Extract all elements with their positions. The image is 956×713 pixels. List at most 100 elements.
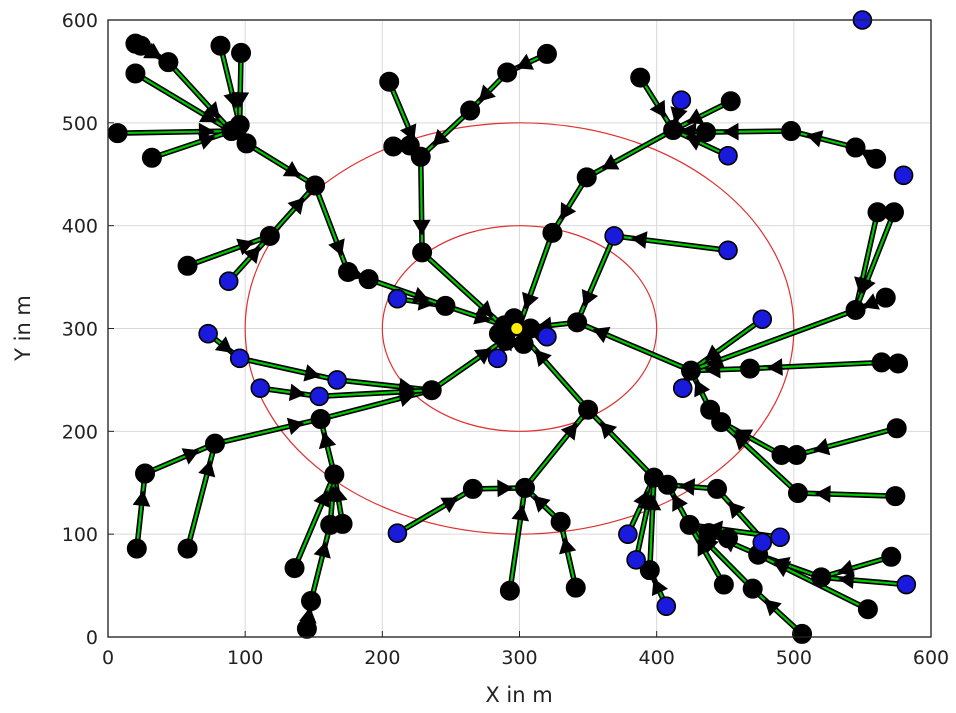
link-arrowhead xyxy=(286,417,305,436)
link-line xyxy=(586,129,674,179)
y-axis-label: Y in m xyxy=(11,295,35,362)
link-arrowhead xyxy=(181,448,200,465)
link-arrowhead xyxy=(440,497,459,513)
link-arrowhead xyxy=(722,122,739,141)
black-node xyxy=(204,433,225,454)
black-node xyxy=(210,35,231,56)
link-line xyxy=(518,232,554,326)
blue-node xyxy=(387,523,408,543)
black-node xyxy=(576,167,597,188)
blue-node xyxy=(327,370,347,390)
black-node xyxy=(358,269,379,290)
black-node xyxy=(845,299,866,320)
link-arrowhead xyxy=(728,501,746,520)
link-line xyxy=(820,555,892,579)
link-arrowhead xyxy=(806,130,824,148)
link-arrowhead xyxy=(766,358,783,376)
link-arrowhead xyxy=(475,300,494,318)
blue-node xyxy=(218,271,239,291)
link-line xyxy=(648,477,656,571)
link-arrowhead xyxy=(533,495,551,513)
link-arrowhead xyxy=(522,291,539,310)
nodes xyxy=(107,10,917,644)
link-arrowhead xyxy=(497,479,514,498)
link-arrowhead xyxy=(287,197,305,215)
black-node xyxy=(301,591,322,612)
x-tick-label: 300 xyxy=(501,647,537,669)
link-arrowhead xyxy=(649,99,666,118)
link-line xyxy=(309,524,332,602)
black-node xyxy=(542,222,563,243)
black-node xyxy=(158,52,179,73)
black-node xyxy=(383,136,404,157)
black-node xyxy=(885,486,906,507)
link-arrowhead xyxy=(559,537,577,555)
link-line xyxy=(821,576,907,586)
black-node xyxy=(259,225,280,246)
blue-node xyxy=(770,527,790,548)
black-node xyxy=(338,261,359,282)
link-arrowhead xyxy=(516,53,535,70)
link-arrowhead xyxy=(631,231,648,249)
link-arrowhead xyxy=(694,379,711,398)
y-tick-label: 400 xyxy=(62,216,98,238)
link-arrowhead xyxy=(733,433,752,451)
link-arrowhead xyxy=(838,571,855,589)
link-line xyxy=(559,521,577,588)
blue-node xyxy=(250,378,271,398)
link-line xyxy=(269,184,316,237)
link-arrowhead xyxy=(560,202,577,220)
black-node xyxy=(141,147,162,168)
black-node xyxy=(713,574,734,595)
black-node xyxy=(107,123,128,144)
black-node xyxy=(578,399,599,420)
link-arrowhead xyxy=(706,351,725,368)
link-arrowhead xyxy=(144,43,163,59)
link-arrowhead xyxy=(672,493,688,512)
y-tick-label: 500 xyxy=(62,113,98,135)
link-line xyxy=(576,235,616,323)
blue-node xyxy=(537,326,557,347)
black-node xyxy=(811,567,832,588)
link-arrowhead xyxy=(236,238,254,256)
x-tick-label: 100 xyxy=(227,647,263,669)
link-line xyxy=(688,524,725,586)
black-node xyxy=(379,71,400,92)
black-node xyxy=(679,514,700,535)
black-node xyxy=(875,287,896,308)
link-arrowhead xyxy=(202,101,220,119)
black-node xyxy=(284,558,305,579)
x-axis-label: X in m xyxy=(485,683,552,707)
link-arrowhead xyxy=(473,348,492,365)
black-node xyxy=(460,100,481,121)
link-line xyxy=(672,100,732,132)
link-line xyxy=(706,129,792,134)
black-node xyxy=(742,578,763,599)
link-arrowhead xyxy=(313,541,331,559)
blue-node xyxy=(309,386,330,407)
black-node xyxy=(787,483,808,504)
black-node xyxy=(717,528,738,549)
blue-node xyxy=(229,348,250,369)
black-node xyxy=(320,514,341,535)
black-node xyxy=(567,312,588,333)
link-line xyxy=(790,129,856,149)
black-node xyxy=(881,546,902,567)
link-arrowhead xyxy=(288,383,306,402)
x-tick-label: 600 xyxy=(913,647,949,669)
blue-node xyxy=(487,348,508,369)
link-line xyxy=(151,130,232,159)
link-arrowhead xyxy=(313,490,330,508)
link-arrowhead xyxy=(697,538,714,557)
link-line xyxy=(551,176,588,234)
black-node xyxy=(883,202,904,223)
x-tick-label: 200 xyxy=(364,647,400,669)
x-tick-label: 500 xyxy=(776,647,812,669)
black-node xyxy=(514,477,535,498)
link-line xyxy=(797,491,896,498)
link-arrowhead xyxy=(243,246,261,264)
link-line xyxy=(239,357,338,381)
y-tick-label: 600 xyxy=(62,10,98,32)
link-line xyxy=(524,409,589,489)
